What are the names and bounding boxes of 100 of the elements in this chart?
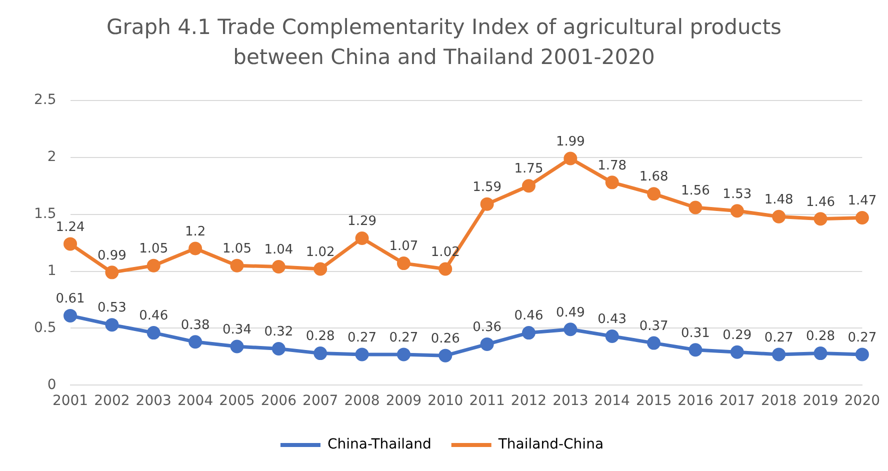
point bbox=[64, 237, 78, 251]
point bbox=[647, 336, 661, 350]
point bbox=[730, 204, 744, 218]
legend-label: Thailand-China bbox=[497, 436, 604, 453]
data-label: 1.04 bbox=[264, 242, 294, 258]
x-tick-label: 2018 bbox=[761, 393, 797, 410]
data-label: 1.05 bbox=[139, 241, 168, 256]
point bbox=[105, 266, 119, 280]
x-tick-label: 2010 bbox=[428, 393, 464, 410]
data-label: 0.27 bbox=[848, 330, 877, 346]
y-tick-label: 1 bbox=[47, 262, 56, 279]
x-tick-label: 2006 bbox=[260, 393, 297, 410]
point bbox=[605, 329, 619, 343]
x-tick-label: 2003 bbox=[136, 393, 172, 410]
x-tick-label: 2009 bbox=[386, 393, 422, 410]
data-label: 0.28 bbox=[806, 329, 835, 344]
y-tick-label: 2 bbox=[47, 149, 56, 165]
data-label: 0.46 bbox=[514, 308, 544, 324]
x-tick-label: 2015 bbox=[636, 393, 672, 410]
data-label: 0.49 bbox=[556, 305, 585, 320]
x-tick-label: 2005 bbox=[219, 393, 255, 410]
point bbox=[522, 326, 536, 340]
point bbox=[146, 326, 160, 340]
data-label: 0.99 bbox=[97, 248, 126, 264]
data-label: 0.27 bbox=[764, 330, 794, 346]
data-label: 0.61 bbox=[56, 292, 85, 307]
point bbox=[480, 337, 494, 351]
point bbox=[64, 308, 78, 322]
point bbox=[688, 200, 702, 214]
data-label: 0.31 bbox=[680, 326, 710, 341]
point bbox=[396, 256, 410, 270]
point bbox=[230, 340, 244, 354]
point bbox=[272, 342, 286, 356]
point bbox=[480, 197, 494, 211]
x-tick-label: 2016 bbox=[678, 393, 714, 410]
x-tick-label: 2007 bbox=[302, 393, 338, 410]
point bbox=[438, 262, 452, 276]
data-label: 1.05 bbox=[222, 241, 252, 256]
y-tick-label: 1.5 bbox=[34, 206, 56, 222]
point bbox=[355, 231, 369, 245]
point bbox=[814, 212, 828, 226]
data-label: 1.75 bbox=[514, 162, 544, 177]
x-tick-label: 2019 bbox=[802, 393, 838, 410]
point bbox=[188, 335, 202, 349]
x-tick-label: 2011 bbox=[469, 393, 505, 410]
x-tick-label: 2012 bbox=[510, 393, 547, 410]
data-label: 0.36 bbox=[472, 320, 502, 336]
x-tick-label: 2013 bbox=[552, 393, 588, 410]
data-label: 0.46 bbox=[139, 308, 168, 324]
data-label: 1.53 bbox=[722, 186, 752, 202]
data-label: 0.29 bbox=[722, 328, 752, 344]
data-label: 1.56 bbox=[680, 183, 710, 198]
x-tick-label: 2002 bbox=[94, 393, 130, 410]
point bbox=[396, 348, 410, 362]
point bbox=[647, 187, 661, 201]
data-label: 1.68 bbox=[639, 170, 668, 185]
data-label: 0.37 bbox=[639, 318, 668, 334]
point bbox=[605, 176, 619, 190]
data-label: 1.2 bbox=[184, 224, 206, 240]
point bbox=[314, 262, 328, 276]
x-tick-label: 2001 bbox=[52, 393, 88, 410]
point bbox=[564, 152, 578, 166]
point bbox=[814, 346, 828, 360]
data-label: 0.26 bbox=[430, 331, 460, 346]
data-label: 1.47 bbox=[848, 194, 877, 209]
data-label: 0.27 bbox=[389, 330, 418, 346]
legend-label: China-Thailand bbox=[327, 436, 432, 453]
x-tick-label: 2017 bbox=[719, 393, 755, 410]
data-label: 0.43 bbox=[598, 312, 627, 328]
point bbox=[522, 179, 536, 193]
x-tick-label: 2020 bbox=[844, 393, 880, 410]
point bbox=[688, 343, 702, 357]
point bbox=[564, 322, 578, 336]
data-label: 0.38 bbox=[180, 318, 210, 333]
y-tick-label: 0 bbox=[47, 376, 56, 393]
data-label: 1.99 bbox=[556, 134, 585, 150]
data-label: 1.07 bbox=[389, 239, 418, 254]
point bbox=[772, 348, 786, 362]
point bbox=[230, 258, 244, 272]
point bbox=[188, 242, 202, 256]
data-label: 0.34 bbox=[222, 322, 252, 338]
data-label: 1.59 bbox=[472, 180, 502, 195]
point bbox=[146, 258, 160, 272]
point bbox=[314, 346, 328, 360]
x-tick-label: 2008 bbox=[344, 393, 380, 410]
y-tick-label: 2.5 bbox=[34, 92, 56, 108]
point bbox=[355, 348, 369, 362]
data-label: 1.29 bbox=[348, 214, 376, 230]
data-label: 1.24 bbox=[56, 220, 85, 235]
data-label: 1.78 bbox=[598, 158, 627, 174]
x-tick-label: 2004 bbox=[177, 393, 214, 410]
point bbox=[730, 345, 744, 359]
x-tick-label: 2014 bbox=[594, 393, 630, 410]
y-tick-label: 0.5 bbox=[34, 320, 56, 336]
data-label: 0.53 bbox=[97, 300, 126, 316]
point bbox=[438, 348, 452, 362]
data-label: 0.32 bbox=[264, 324, 294, 340]
chart-title: Graph 4.1 Trade Complementarity Index of agricultural products between China and Thailand 2001-2020 bbox=[105, 14, 782, 71]
data-label: 1.48 bbox=[764, 192, 794, 208]
point bbox=[105, 318, 119, 332]
